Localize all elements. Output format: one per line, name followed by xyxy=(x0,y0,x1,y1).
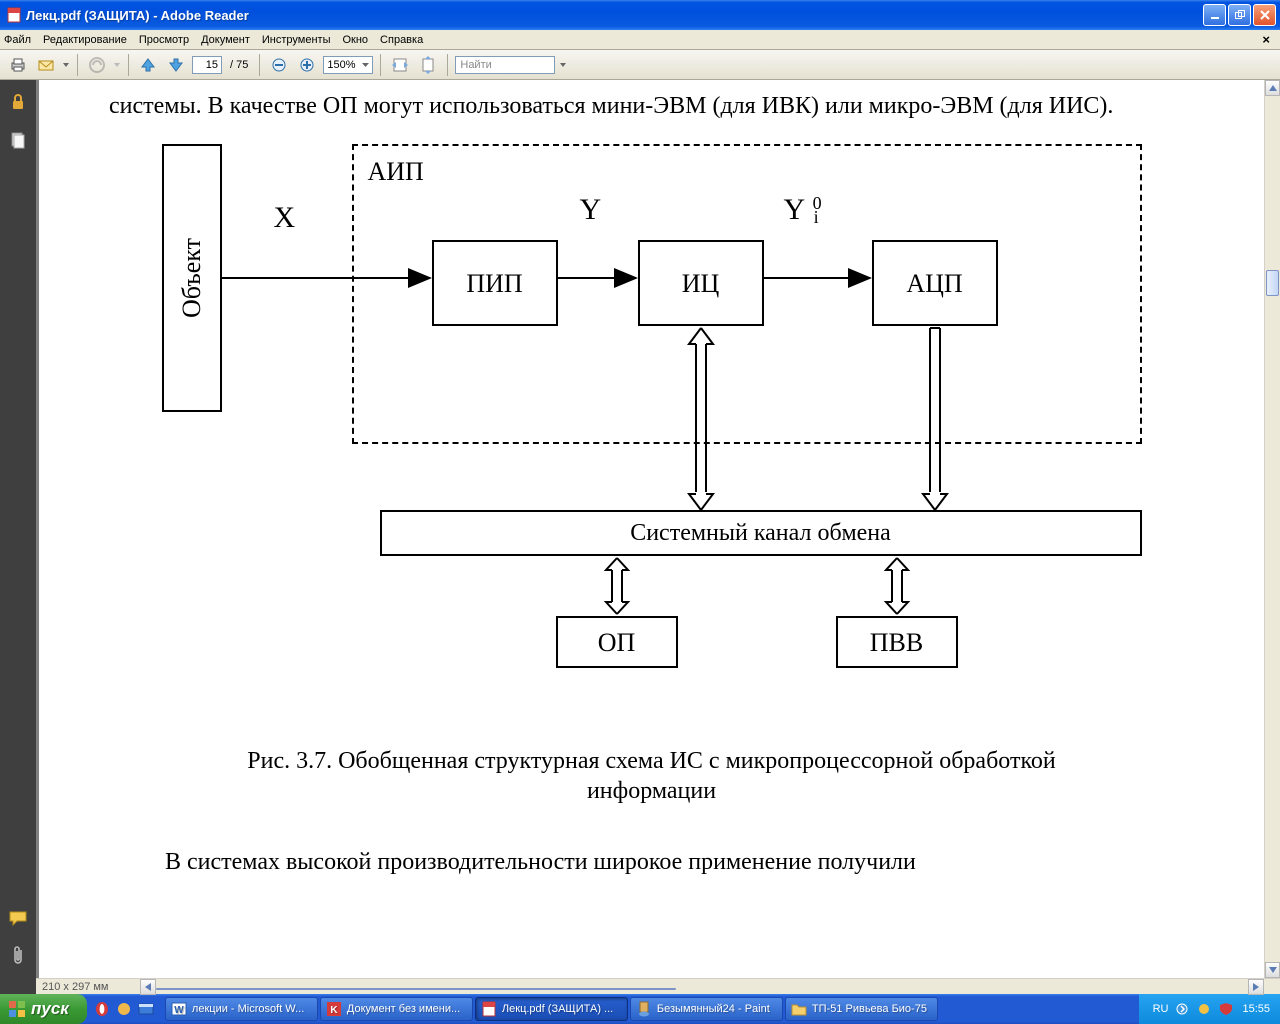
toolbar-separator xyxy=(77,54,78,76)
document-page[interactable]: системы. В качестве ОП могут использоват… xyxy=(39,80,1264,978)
show-desktop-icon[interactable] xyxy=(137,998,155,1020)
horizontal-scrollbar: 210 x 297 мм xyxy=(36,978,1280,994)
task-label: Лекц.pdf (ЗАЩИТА) ... xyxy=(502,1003,613,1015)
collaborate-dropdown-icon[interactable] xyxy=(113,63,121,67)
menu-view[interactable]: Просмотр xyxy=(139,34,189,46)
taskbar: пуск W лекции - Microsoft W... K Докумен… xyxy=(0,994,1280,1024)
diagram-edges xyxy=(152,138,1152,738)
start-label: пуск xyxy=(31,999,69,1019)
print-button[interactable] xyxy=(6,53,30,77)
pdf-icon xyxy=(481,1001,497,1017)
pages-panel-icon[interactable] xyxy=(8,130,28,150)
email-dropdown-icon[interactable] xyxy=(62,63,70,67)
pdf-icon xyxy=(6,7,22,23)
window-title: Лекц.pdf (ЗАЩИТА) - Adobe Reader xyxy=(26,8,1203,23)
vertical-scroll-thumb[interactable] xyxy=(1266,270,1279,296)
window-close-button[interactable] xyxy=(1253,4,1276,26)
paragraph-2: В системах высокой производительности ши… xyxy=(109,846,1194,878)
task-paint[interactable]: Безымянный24 - Paint xyxy=(630,997,783,1021)
vertical-scrollbar[interactable] xyxy=(1264,80,1280,978)
diagram-figure: АИП Объект ПИП ИЦ АЦП Системный канал об… xyxy=(152,138,1152,738)
tray-app-icon[interactable] xyxy=(1196,1001,1212,1017)
menu-edit[interactable]: Редактирование xyxy=(43,34,127,46)
scroll-right-button[interactable] xyxy=(1248,979,1264,995)
page-dimensions-label: 210 x 297 мм xyxy=(36,981,140,993)
task-word[interactable]: W лекции - Microsoft W... xyxy=(165,997,318,1021)
menu-close-doc[interactable]: × xyxy=(1262,32,1270,47)
navigation-strip xyxy=(0,80,36,994)
task-label: Безымянный24 - Paint xyxy=(657,1003,770,1015)
system-tray: RU 15:55 xyxy=(1139,994,1280,1024)
window-controls xyxy=(1203,4,1276,26)
fit-width-button[interactable] xyxy=(388,53,412,77)
clock[interactable]: 15:55 xyxy=(1242,1003,1270,1015)
menu-document[interactable]: Документ xyxy=(201,34,250,46)
scroll-left-button[interactable] xyxy=(140,979,156,995)
task-folder[interactable]: ТП-51 Ривьева Био-75 xyxy=(785,997,938,1021)
taskbar-tasks: W лекции - Microsoft W... K Документ без… xyxy=(161,994,1139,1024)
start-button[interactable]: пуск xyxy=(0,994,87,1024)
comments-panel-icon[interactable] xyxy=(8,908,28,928)
vertical-scroll-track[interactable] xyxy=(1265,96,1280,962)
menu-tools[interactable]: Инструменты xyxy=(262,34,331,46)
security-lock-icon[interactable] xyxy=(8,92,28,112)
page-total-label: / 75 xyxy=(226,59,252,71)
main-area: системы. В качестве ОП могут использоват… xyxy=(0,80,1280,994)
window-minimize-button[interactable] xyxy=(1203,4,1226,26)
menu-file[interactable]: Файл xyxy=(4,34,31,46)
scroll-up-button[interactable] xyxy=(1265,80,1280,96)
toolbar-separator xyxy=(259,54,260,76)
tray-security-icon[interactable] xyxy=(1218,1001,1234,1017)
page-up-button[interactable] xyxy=(136,53,160,77)
task-label: лекции - Microsoft W... xyxy=(192,1003,304,1015)
attachments-panel-icon[interactable] xyxy=(8,946,28,966)
collaborate-button[interactable] xyxy=(85,53,109,77)
zoom-level-value: 150% xyxy=(327,59,355,71)
svg-text:K: K xyxy=(330,1005,338,1016)
scroll-down-button[interactable] xyxy=(1265,962,1280,978)
toolbar-separator xyxy=(447,54,448,76)
fit-page-button[interactable] xyxy=(416,53,440,77)
quick-launch xyxy=(87,994,161,1024)
svg-text:W: W xyxy=(174,1005,184,1016)
page-down-button[interactable] xyxy=(164,53,188,77)
find-placeholder: Найти xyxy=(460,59,491,71)
title-bar: Лекц.pdf (ЗАЩИТА) - Adobe Reader xyxy=(0,0,1280,30)
window-restore-button[interactable] xyxy=(1228,4,1251,26)
language-indicator[interactable]: RU xyxy=(1153,1003,1169,1015)
quick-launch-icon[interactable] xyxy=(115,998,133,1020)
folder-icon xyxy=(791,1001,807,1017)
word-icon: W xyxy=(171,1001,187,1017)
find-input[interactable]: Найти xyxy=(455,56,555,74)
email-button[interactable] xyxy=(34,53,58,77)
menu-window[interactable]: Окно xyxy=(342,34,368,46)
task-reader[interactable]: Лекц.pdf (ЗАЩИТА) ... xyxy=(475,997,628,1021)
find-dropdown-icon[interactable] xyxy=(559,63,567,67)
menu-bar: Файл Редактирование Просмотр Документ Ин… xyxy=(0,30,1280,50)
menu-help[interactable]: Справка xyxy=(380,34,423,46)
page-number-input[interactable] xyxy=(192,56,222,74)
kompas-icon: K xyxy=(326,1001,342,1017)
task-kompas[interactable]: K Документ без имени... xyxy=(320,997,473,1021)
document-viewport: системы. В качестве ОП могут использоват… xyxy=(36,80,1280,994)
zoom-in-button[interactable] xyxy=(295,53,319,77)
tray-chevron-icon[interactable] xyxy=(1174,1001,1190,1017)
paint-icon xyxy=(636,1001,652,1017)
task-label: ТП-51 Ривьева Био-75 xyxy=(812,1003,927,1015)
paragraph-1: системы. В качестве ОП могут использоват… xyxy=(109,90,1194,122)
figure-caption: Рис. 3.7. Обобщенная структурная схема И… xyxy=(109,746,1194,806)
task-label: Документ без имени... xyxy=(347,1003,460,1015)
zoom-out-button[interactable] xyxy=(267,53,291,77)
toolbar: / 75 150% Найти xyxy=(0,50,1280,80)
horizontal-scroll-thumb[interactable] xyxy=(156,988,676,990)
windows-logo-icon xyxy=(8,1000,26,1018)
toolbar-separator xyxy=(128,54,129,76)
opera-icon[interactable] xyxy=(93,998,111,1020)
zoom-level-select[interactable]: 150% xyxy=(323,56,373,74)
toolbar-separator xyxy=(380,54,381,76)
